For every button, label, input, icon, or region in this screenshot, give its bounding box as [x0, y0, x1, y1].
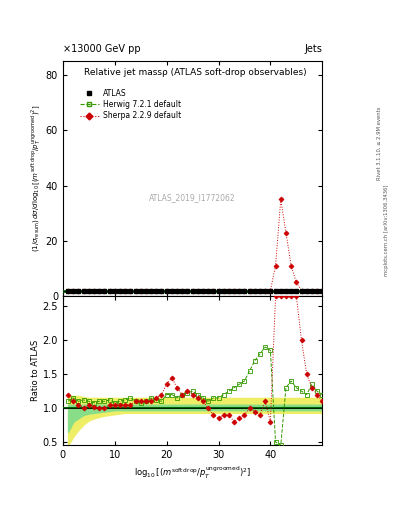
- Text: Rivet 3.1.10, ≥ 2.9M events: Rivet 3.1.10, ≥ 2.9M events: [377, 106, 382, 180]
- Text: ×13000 GeV pp: ×13000 GeV pp: [63, 44, 141, 54]
- Legend: ATLAS, Herwig 7.2.1 default, Sherpa 2.2.9 default: ATLAS, Herwig 7.2.1 default, Sherpa 2.2.…: [80, 89, 181, 120]
- Text: Relative jet massρ (ATLAS soft-drop observables): Relative jet massρ (ATLAS soft-drop obse…: [84, 69, 306, 77]
- X-axis label: $\log_{10}[(m^{\rm soft\,drop}/p_T^{\rm ungroomed})^2]$: $\log_{10}[(m^{\rm soft\,drop}/p_T^{\rm …: [134, 464, 251, 481]
- Text: mcplots.cern.ch [arXiv:1306.3436]: mcplots.cern.ch [arXiv:1306.3436]: [384, 185, 389, 276]
- Text: Jets: Jets: [305, 44, 322, 54]
- Y-axis label: Ratio to ATLAS: Ratio to ATLAS: [31, 340, 40, 401]
- Y-axis label: $(1/\sigma_{\rm resum})\,d\sigma/d\log_{10}[(m^{\rm soft\,drop}/p_T^{\rm ungroom: $(1/\sigma_{\rm resum})\,d\sigma/d\log_{…: [29, 105, 43, 252]
- Text: ATLAS_2019_I1772062: ATLAS_2019_I1772062: [149, 193, 236, 202]
